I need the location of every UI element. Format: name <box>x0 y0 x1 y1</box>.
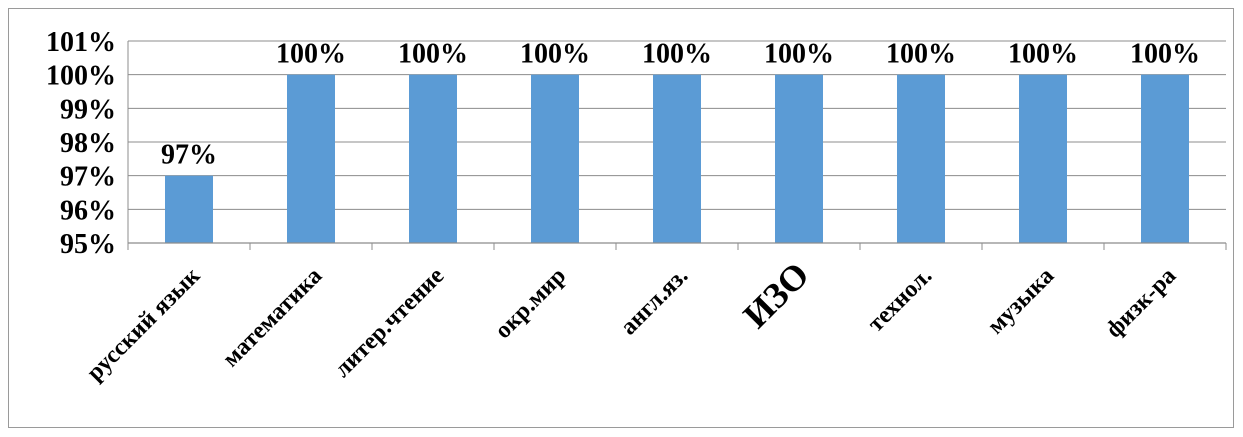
bar <box>897 74 945 244</box>
bar <box>1141 74 1189 244</box>
data-label: 100% <box>642 39 712 70</box>
category-label: музыка <box>983 263 1060 340</box>
y-tick-label: 97% <box>60 162 116 193</box>
category-label: литер.чтение <box>329 263 449 383</box>
bar <box>287 74 335 244</box>
bar <box>653 74 701 244</box>
bar <box>165 175 213 243</box>
category-label: технол. <box>863 263 937 337</box>
category-label: окр.мир <box>490 263 571 344</box>
category-label: русский язык <box>82 263 205 386</box>
bar <box>1019 74 1067 244</box>
y-tick-label: 101% <box>46 27 116 58</box>
y-tick-label: 95% <box>60 229 116 260</box>
data-label: 100% <box>1130 39 1200 70</box>
y-tick-label: 96% <box>60 195 116 226</box>
data-label: 100% <box>764 39 834 70</box>
data-label: 97% <box>161 140 217 171</box>
data-label: 100% <box>520 39 590 70</box>
y-tick-label: 99% <box>60 94 116 125</box>
y-tick-label: 100% <box>46 61 116 92</box>
bar <box>531 74 579 244</box>
bar <box>775 74 823 244</box>
data-label: 100% <box>398 39 468 70</box>
category-label: физк-ра <box>1101 263 1181 343</box>
data-label: 100% <box>886 39 956 70</box>
bar <box>409 74 457 244</box>
data-label: 100% <box>1008 39 1078 70</box>
y-tick-label: 98% <box>60 128 116 159</box>
category-label: математика <box>218 263 327 372</box>
data-label: 100% <box>276 39 346 70</box>
category-label: ИЗО <box>735 254 816 335</box>
category-label: англ.яз. <box>616 263 694 341</box>
